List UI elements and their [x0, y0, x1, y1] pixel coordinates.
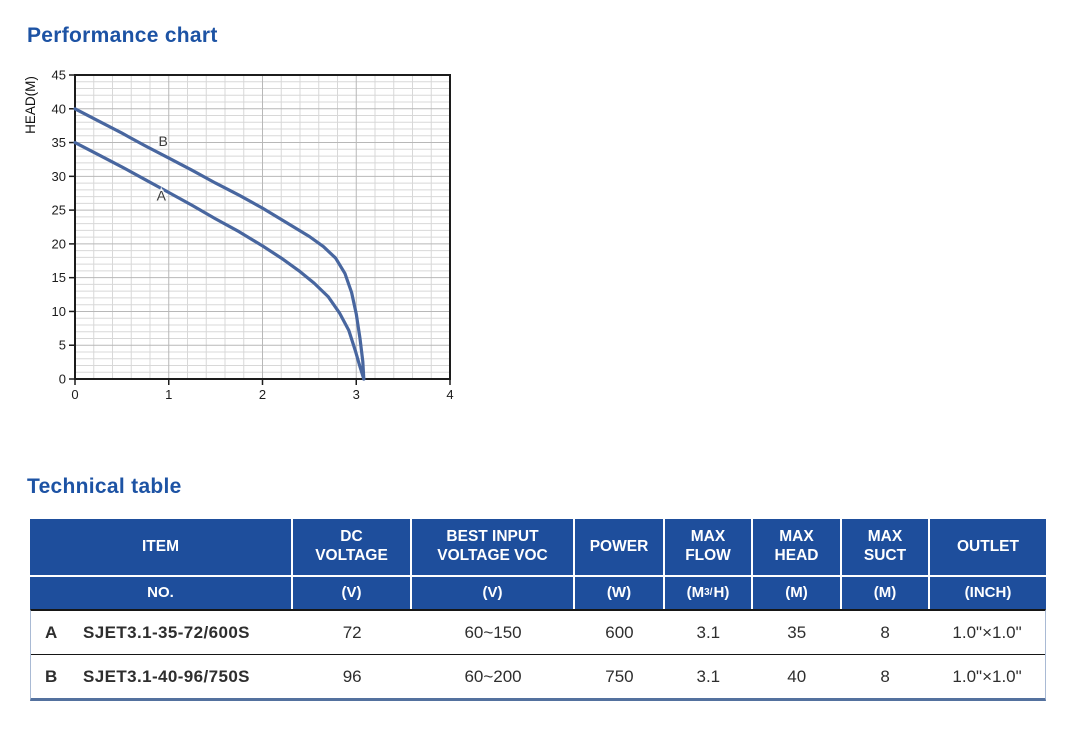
item-cell: B SJET3.1-40-96/750S: [31, 655, 293, 698]
curve-label-A: A: [157, 188, 167, 204]
row-letter: A: [45, 622, 58, 642]
col-header-power: POWER: [575, 519, 665, 575]
cell-best-input: 60~200: [464, 666, 522, 686]
technical-table-title: Technical table: [27, 475, 182, 498]
technical-table: ITEM DC VOLTAGE BEST INPUT VOLTAGE VOC P…: [30, 519, 1046, 701]
unit-max-flow: (M 3/H): [665, 577, 753, 609]
curve-label-B: B: [158, 133, 167, 149]
row-letter: B: [45, 666, 58, 686]
cell-max-flow: 3.1: [696, 622, 721, 642]
curve-A: [73, 141, 366, 381]
y-tick-label: 20: [52, 236, 66, 251]
unit-max-flow-post: H): [713, 584, 730, 601]
col-header-item: ITEM: [30, 519, 293, 575]
performance-chart: 0 1 2 3 4 0 5 10 15 20 25 30 35 40 45 HEAD(M) B A: [20, 60, 480, 410]
cell-max-suct: 8: [880, 666, 890, 686]
col-header-dc-voltage: DC VOLTAGE: [293, 519, 412, 575]
col-header-outlet: OUTLET: [957, 537, 1019, 555]
cell-dc-voltage: 72: [342, 622, 362, 642]
y-tick-label: 40: [52, 101, 66, 116]
cell-max-suct: 8: [880, 622, 890, 642]
cell-outlet: 1.0"×1.0": [952, 666, 1022, 686]
cell-outlet: 1.0"×1.0": [952, 622, 1022, 642]
table-header-row: ITEM DC VOLTAGE BEST INPUT VOLTAGE VOC P…: [30, 519, 1046, 577]
y-tick-label: 35: [52, 135, 66, 150]
col-header-max-head: MAX HEAD: [753, 519, 842, 575]
y-tick-label: 30: [52, 169, 66, 184]
cell-dc-voltage: 96: [342, 666, 362, 686]
y-tick-label: 15: [52, 270, 66, 285]
unit-max-flow-pre: (M: [686, 584, 705, 601]
curve-B: [73, 107, 366, 381]
unit-max-head: (M): [753, 577, 842, 609]
item-name: SJET3.1-40-96/750S: [83, 666, 250, 686]
y-axis-label: HEAD(M): [23, 76, 38, 134]
col-header-best-input: BEST INPUT VOLTAGE VOC: [412, 519, 575, 575]
y-tick-label: 45: [52, 68, 66, 83]
cell-max-head: 40: [787, 666, 807, 686]
performance-chart-title: Performance chart: [27, 24, 218, 47]
cell-max-flow: 3.1: [696, 666, 721, 686]
unit-outlet: (INCH): [964, 584, 1012, 601]
x-tick-label: 3: [353, 387, 360, 402]
table-row-b: B SJET3.1-40-96/750S 96 60~200 750 3.1 4…: [31, 654, 1045, 698]
y-tick-label: 25: [52, 203, 66, 218]
x-tick-label: 2: [259, 387, 266, 402]
unit-dc-voltage: (V): [293, 577, 412, 609]
item-name: SJET3.1-35-72/600S: [83, 622, 250, 642]
table-body: A SJET3.1-35-72/600S 72 60~150 600 3.1 3…: [30, 609, 1046, 701]
y-tick-label: 0: [59, 372, 66, 387]
y-tick-label: 5: [59, 338, 66, 353]
cell-max-head: 35: [787, 622, 807, 642]
cell-power: 600: [605, 622, 634, 642]
unit-no: NO.: [30, 577, 293, 609]
item-cell: A SJET3.1-35-72/600S: [31, 611, 293, 654]
x-tick-label: 4: [446, 387, 453, 402]
unit-max-suct: (M): [842, 577, 930, 609]
table-row-a: A SJET3.1-35-72/600S 72 60~150 600 3.1 3…: [31, 611, 1045, 654]
table-units-row: NO. (V) (V) (W) (M 3/H) (M) (M) (INCH): [30, 577, 1046, 609]
col-header-max-flow: MAX FLOW: [665, 519, 753, 575]
cell-power: 750: [605, 666, 634, 686]
col-header-max-suct: MAX SUCT: [842, 519, 930, 575]
x-tick-label: 1: [165, 387, 172, 402]
unit-best-input: (V): [412, 577, 575, 609]
cell-best-input: 60~150: [464, 622, 522, 642]
unit-power: (W): [575, 577, 665, 609]
y-tick-label: 10: [52, 304, 66, 319]
x-tick-label: 0: [71, 387, 78, 402]
